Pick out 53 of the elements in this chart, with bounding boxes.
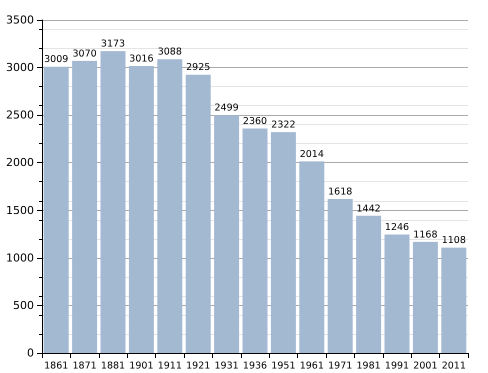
data-label: 1618 [328, 186, 352, 198]
bar [242, 128, 268, 353]
bar [214, 115, 240, 353]
data-label: 3009 [44, 54, 68, 66]
x-tick-label: 1981 [356, 360, 381, 372]
x-tick-label: 1921 [186, 360, 210, 372]
y-tick-label: 500 [13, 298, 34, 312]
x-tick-label: 2001 [413, 360, 438, 372]
x-tick-label: 1936 [242, 360, 268, 372]
x-tick-label: 1911 [158, 360, 182, 372]
bar [72, 60, 98, 353]
x-tick-label: 2011 [442, 360, 466, 372]
data-label: 2014 [300, 148, 324, 160]
bar [100, 51, 126, 353]
x-tick-label: 1861 [44, 360, 68, 372]
data-label: 2925 [186, 62, 210, 74]
data-label: 1168 [413, 229, 438, 240]
x-tick-label: 1961 [300, 360, 324, 372]
bar [128, 66, 154, 353]
data-label: 2360 [242, 116, 268, 127]
bar [328, 199, 353, 353]
x-tick-label: 1901 [129, 360, 154, 372]
data-label: 1108 [442, 235, 466, 246]
y-tick-label: 0 [27, 346, 34, 360]
data-label: 3088 [158, 46, 182, 58]
bar [186, 74, 211, 353]
x-tick-label: 1951 [271, 360, 296, 372]
x-tick-label: 1971 [328, 360, 352, 372]
bar [412, 242, 438, 353]
x-tick-label: 1881 [100, 360, 126, 372]
y-tick-label: 1500 [6, 204, 34, 217]
bar [299, 161, 324, 353]
data-label: 1246 [384, 222, 410, 233]
y-tick-label: 2000 [6, 156, 34, 170]
x-tick-label: 1871 [72, 360, 97, 372]
bar [270, 132, 296, 353]
x-tick-label: 1931 [214, 360, 239, 372]
bar [441, 248, 466, 353]
data-label: 2322 [271, 120, 296, 131]
bar [356, 216, 382, 353]
data-label: 1442 [356, 203, 381, 214]
x-tick-label: 1991 [384, 360, 410, 372]
data-label: 3070 [72, 48, 97, 60]
data-label: 3173 [100, 38, 126, 50]
y-tick-label: 2500 [6, 108, 34, 122]
y-tick-label: 3500 [6, 14, 34, 26]
bar [44, 66, 69, 353]
bar [157, 59, 182, 353]
y-tick-label: 3000 [6, 61, 34, 74]
data-label: 2499 [214, 102, 239, 114]
y-tick-label: 1000 [6, 251, 34, 264]
data-label: 3016 [129, 54, 154, 65]
bar [384, 234, 410, 353]
